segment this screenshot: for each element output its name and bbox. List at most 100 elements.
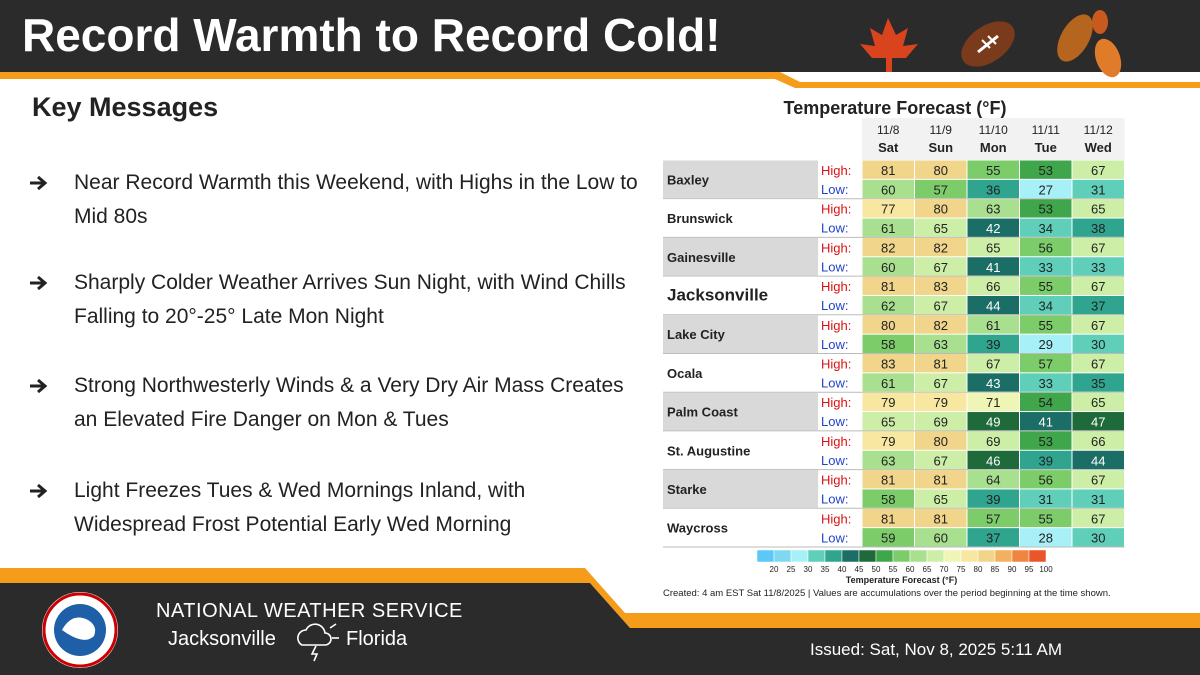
- cell: [1072, 528, 1124, 547]
- table-title: Temperature Forecast (°F): [784, 98, 1007, 118]
- cell-value: 61: [881, 221, 895, 236]
- cell: [862, 528, 914, 547]
- city-name: Jacksonville: [667, 285, 768, 304]
- table-note: Created: 4 am EST Sat 11/8/2025 | Values…: [663, 588, 1111, 599]
- cell-value: 66: [1091, 434, 1105, 449]
- cell: [1072, 276, 1124, 295]
- city-bg: [663, 470, 818, 508]
- cell: [1020, 334, 1072, 353]
- cell: [915, 489, 967, 508]
- cell-value: 53: [1039, 202, 1053, 217]
- cell: [1020, 392, 1072, 412]
- cell-value: 38: [1091, 221, 1105, 236]
- cell-value: 31: [1039, 492, 1053, 507]
- cell-value: 29: [1039, 337, 1053, 352]
- cell: [915, 431, 967, 450]
- cell: [1072, 315, 1124, 334]
- cell: [1020, 528, 1072, 547]
- cell: [1020, 257, 1072, 276]
- legend-tick: 45: [855, 565, 864, 574]
- cell: [1020, 450, 1072, 470]
- cell: [967, 160, 1019, 179]
- cell: [915, 295, 967, 315]
- cell-value: 31: [1091, 492, 1105, 507]
- cell-value: 57: [986, 511, 1000, 526]
- legend-swatch: [824, 549, 843, 563]
- legend-tick: 40: [838, 565, 847, 574]
- cell-value: 62: [881, 298, 895, 313]
- legend-tick: 55: [889, 565, 898, 574]
- cell-value: 55: [1039, 511, 1053, 526]
- legend-swatch: [926, 549, 945, 563]
- cell: [862, 295, 914, 315]
- legend-tick: 80: [974, 565, 983, 574]
- cell-value: 77: [881, 202, 895, 217]
- cell: [1020, 373, 1072, 392]
- day-name: Wed: [1085, 140, 1112, 155]
- cell: [1020, 295, 1072, 315]
- cell-value: 81: [881, 279, 895, 294]
- office-name: Jacksonville: [168, 628, 276, 650]
- cell: [1020, 354, 1072, 373]
- cell-value: 83: [881, 357, 895, 372]
- state-name: Florida: [346, 628, 408, 650]
- cell: [915, 412, 967, 431]
- cell-value: 67: [1091, 473, 1105, 488]
- cell-value: 56: [1039, 240, 1053, 255]
- cell-value: 67: [1091, 318, 1105, 333]
- city-name: Gainesville: [667, 250, 736, 265]
- key-message: Sharply Colder Weather Arrives Sun Night…: [30, 266, 640, 334]
- cell-value: 30: [1091, 337, 1105, 352]
- cell: [862, 199, 914, 218]
- city-name: Brunswick: [667, 211, 734, 226]
- cell-value: 67: [1091, 163, 1105, 178]
- legend-swatch: [807, 549, 826, 563]
- key-message-text: Light Freezes Tues & Wed Mornings Inland…: [74, 479, 526, 536]
- high-label: High:: [821, 279, 851, 294]
- cell: [1072, 199, 1124, 218]
- cell-value: 49: [986, 415, 1000, 430]
- cell-value: 69: [934, 415, 948, 430]
- cell: [1020, 199, 1072, 218]
- cell-value: 67: [1091, 279, 1105, 294]
- cell: [1072, 257, 1124, 276]
- cell-value: 36: [986, 182, 1000, 197]
- legend-swatch: [960, 549, 979, 563]
- cell: [1072, 160, 1124, 179]
- cell-value: 80: [934, 202, 948, 217]
- cell-value: 58: [881, 492, 895, 507]
- high-label: High:: [821, 240, 851, 255]
- cell: [1072, 470, 1124, 489]
- cell: [1072, 179, 1124, 199]
- cell-value: 37: [1091, 298, 1105, 313]
- day-date: 11/12: [1084, 123, 1113, 137]
- low-label: Low:: [821, 259, 848, 274]
- high-label: High:: [821, 395, 851, 410]
- cell: [915, 470, 967, 489]
- cell: [967, 315, 1019, 334]
- cell-value: 41: [1039, 415, 1053, 430]
- cell: [967, 199, 1019, 218]
- city-name: Lake City: [667, 327, 726, 342]
- legend-tick: 85: [991, 565, 1000, 574]
- key-message-text: Near Record Warmth this Weekend, with Hi…: [74, 171, 638, 228]
- cell: [915, 392, 967, 412]
- cell-value: 64: [986, 473, 1000, 488]
- legend-swatch: [1011, 549, 1030, 563]
- cell: [1072, 508, 1124, 528]
- low-label: Low:: [821, 221, 848, 236]
- cell: [862, 450, 914, 470]
- cell-value: 61: [881, 376, 895, 391]
- cell-value: 37: [986, 531, 1000, 546]
- legend-tick: 75: [957, 565, 966, 574]
- cell: [967, 218, 1019, 237]
- legend-swatch: [875, 549, 894, 563]
- legend-swatch: [909, 549, 928, 563]
- day-date: 11/9: [930, 123, 953, 137]
- legend-tick: 50: [872, 565, 881, 574]
- cell: [1072, 237, 1124, 257]
- cell-value: 43: [986, 376, 1000, 391]
- high-label: High:: [821, 473, 851, 488]
- cell: [915, 179, 967, 199]
